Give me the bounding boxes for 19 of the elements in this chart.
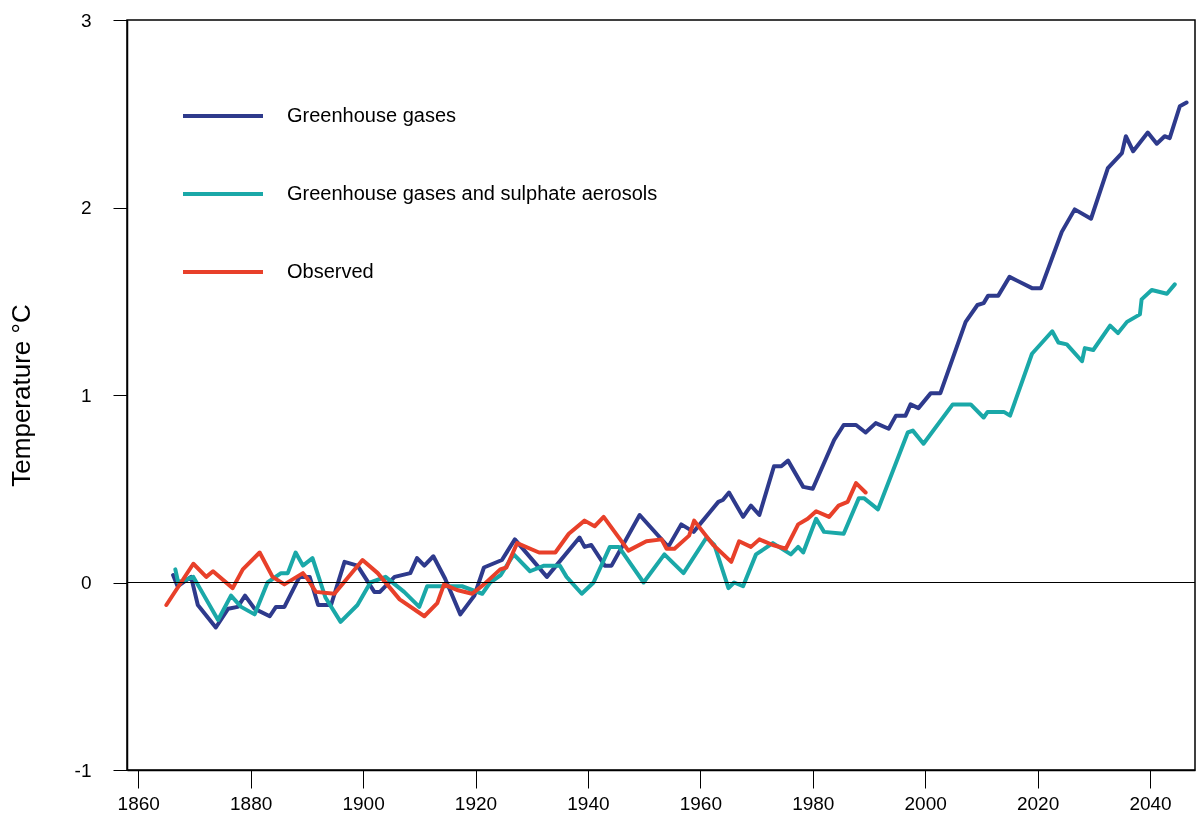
x-tick-label: 1880 <box>230 792 273 814</box>
legend-label: Greenhouse gases <box>287 104 457 126</box>
y-axis-title: Temperature °C <box>5 304 36 487</box>
x-tick-label: 1900 <box>342 792 385 814</box>
legend-label: Greenhouse gases and sulphate aerosols <box>287 182 658 204</box>
y-tick-label: 0 <box>80 572 92 593</box>
x-tick-label: 1860 <box>117 792 160 814</box>
legend-label: Observed <box>287 260 374 282</box>
x-tick-label: 2040 <box>1129 792 1172 814</box>
x-tick-label: 2020 <box>1016 792 1060 814</box>
x-tick-label: 2000 <box>904 792 947 814</box>
x-tick-label: 1940 <box>567 792 610 814</box>
x-tick-label: 1920 <box>454 792 498 814</box>
y-tick-label: 3 <box>80 9 92 31</box>
y-tick-label: 1 <box>80 384 92 406</box>
x-tick-label: 1980 <box>792 792 835 814</box>
x-tick-label: 1960 <box>679 792 722 814</box>
y-tick-label: 2 <box>80 197 92 218</box>
y-tick-label: -1 <box>74 759 92 781</box>
